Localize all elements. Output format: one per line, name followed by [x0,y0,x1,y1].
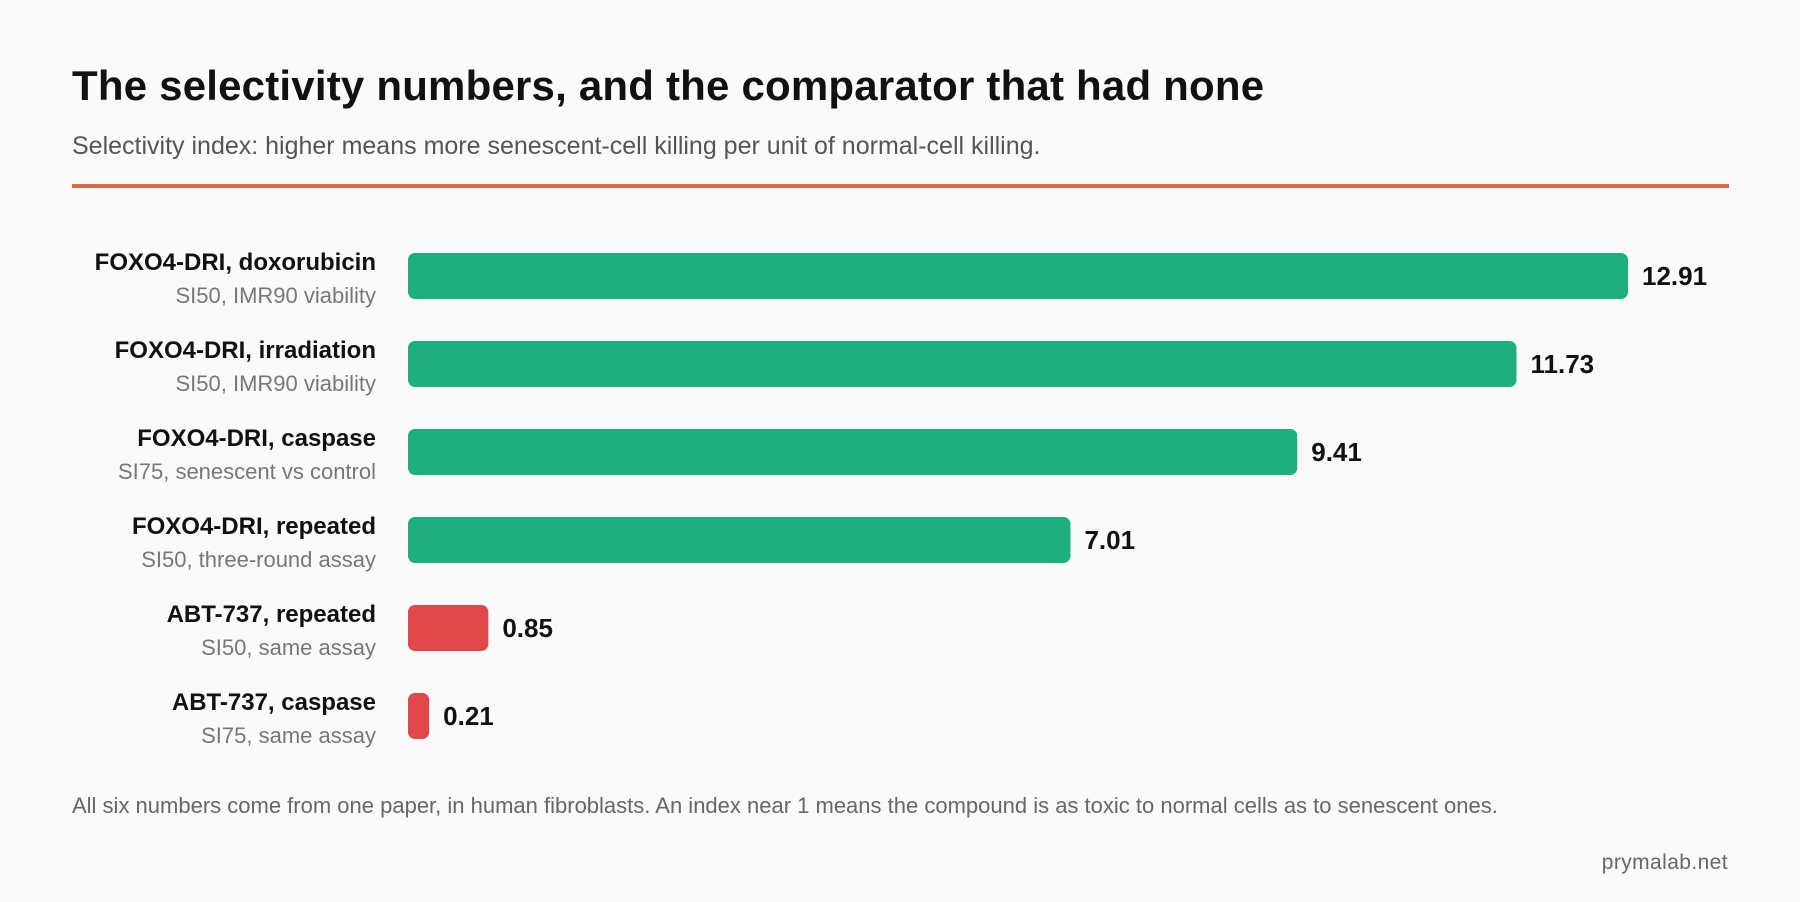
category-label: FOXO4-DRI, caspase [137,425,376,452]
category-label: FOXO4-DRI, repeated [132,513,376,540]
category-label: FOXO4-DRI, doxorubicin [95,249,376,276]
category-sublabel: SI75, same assay [201,723,376,748]
data-label: 11.73 [1530,349,1594,379]
category-sublabel: SI50, IMR90 viability [175,283,376,308]
bar [408,429,1298,475]
bar [408,517,1071,563]
category-label: FOXO4-DRI, irradiation [115,337,376,364]
category-sublabel: SI50, three-round assay [141,547,376,572]
category-sublabel: SI75, senescent vs control [118,459,376,484]
bar [408,605,489,651]
chart-title: The selectivity numbers, and the compara… [72,62,1265,109]
category-sublabel: SI50, IMR90 viability [175,371,376,396]
data-label: 0.21 [443,701,494,731]
category-sublabel: SI50, same assay [201,635,376,660]
data-label: 7.01 [1084,525,1135,555]
bar [408,693,430,739]
category-label: ABT-737, repeated [167,601,376,628]
data-label: 9.41 [1311,437,1362,467]
footnote: All six numbers come from one paper, in … [72,793,1498,818]
bar [408,253,1628,299]
accent-divider [72,184,1729,188]
source-credit: prymalab.net [1601,851,1728,874]
data-label: 0.85 [502,613,553,643]
data-label: 12.91 [1642,261,1707,291]
bar [408,341,1517,387]
chart-subtitle: Selectivity index: higher means more sen… [72,132,1041,160]
category-label: ABT-737, caspase [172,689,376,716]
